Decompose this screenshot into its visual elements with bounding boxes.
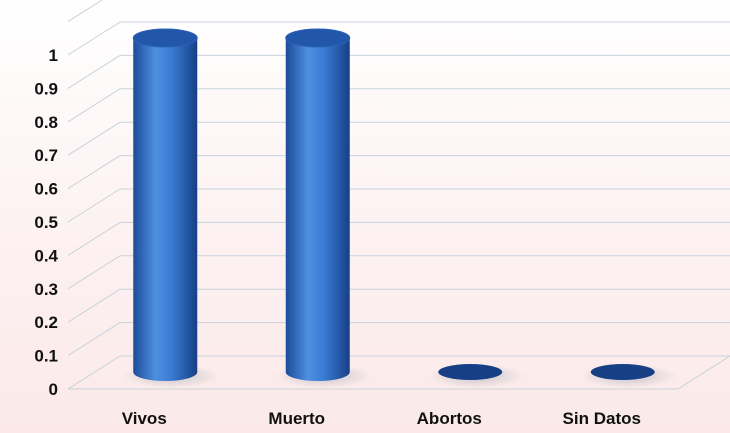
gridline-diagonal [67, 21, 121, 56]
y-tick-label: 0.6 [34, 180, 58, 199]
x-category-label: Sin Datos [563, 409, 641, 428]
bar-top-cap [285, 28, 351, 48]
y-tick-label: 0.1 [34, 347, 58, 366]
y-tick-label: 0.9 [34, 79, 58, 98]
x-category-label: Abortos [417, 409, 482, 428]
gridline-diagonal [67, 88, 121, 123]
gridline-diagonal [67, 0, 103, 23]
gridline-diagonal [67, 188, 121, 223]
grid-lines [67, 0, 730, 390]
gridline-diagonal [67, 288, 121, 323]
bar [438, 364, 503, 380]
x-category-label: Vivos [122, 409, 167, 428]
x-category-label: Muerto [268, 409, 325, 428]
bar [590, 364, 655, 380]
y-tick-label: 0.3 [34, 280, 58, 299]
y-tick-label: 0.4 [34, 246, 58, 265]
x-axis-categories: Vivos Muerto Abortos Sin Datos [122, 409, 641, 428]
bar [133, 38, 198, 381]
gridline-diagonal [67, 54, 121, 89]
floor-right-edge [677, 355, 730, 390]
gridline-diagonal [67, 255, 121, 290]
y-tick-label: 1 [49, 46, 58, 65]
y-tick-label: 0.2 [34, 313, 58, 332]
y-tick-label: 0.8 [34, 113, 58, 132]
gridline-diagonal [67, 355, 121, 390]
bar [285, 38, 350, 381]
gridline-diagonal [67, 121, 121, 156]
bar-top-cap [132, 28, 198, 48]
gridline-diagonal [67, 221, 121, 256]
bars [123, 28, 677, 388]
y-axis-ticks: 0 0.1 0.2 0.3 0.4 0.5 0.6 0.7 0.8 0.9 1 [34, 46, 58, 399]
gridline-diagonal [67, 322, 121, 357]
gridline-diagonal [67, 155, 121, 190]
y-tick-label: 0.7 [34, 146, 58, 165]
y-tick-label: 0.5 [34, 213, 58, 232]
y-tick-label: 0 [49, 380, 58, 399]
